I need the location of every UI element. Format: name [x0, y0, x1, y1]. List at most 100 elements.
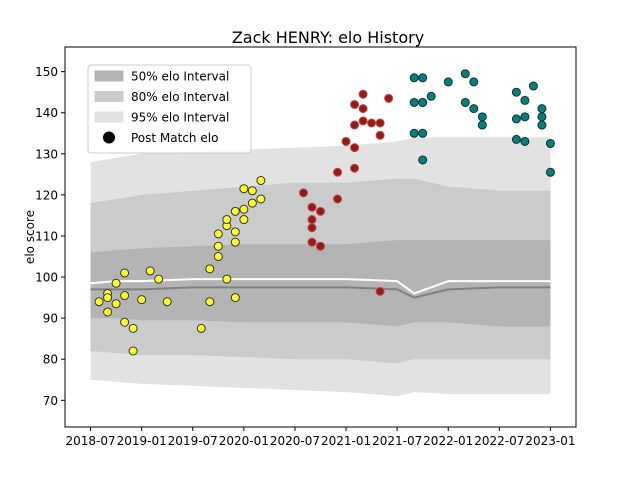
match-point — [128, 323, 138, 333]
plot-area — [90, 69, 555, 397]
y-tick-label: 70 — [43, 394, 58, 408]
x-tick-label: 2018-07 — [65, 434, 115, 448]
match-point — [307, 215, 317, 225]
x-tick-label: 2019-07 — [168, 434, 218, 448]
x-tick-label: 2020-07 — [270, 434, 320, 448]
match-point — [443, 77, 453, 87]
match-point — [511, 134, 521, 144]
match-point — [520, 136, 530, 146]
match-point — [375, 118, 385, 128]
legend-box — [87, 64, 252, 154]
match-point — [298, 188, 308, 198]
y-tick-label: 120 — [35, 188, 58, 202]
match-point — [162, 297, 172, 307]
x-tick-label: 2022-01 — [423, 434, 473, 448]
y-tick-label: 150 — [35, 65, 58, 79]
match-point — [239, 204, 249, 214]
match-point — [418, 97, 428, 107]
match-point — [477, 112, 487, 122]
match-point — [230, 293, 240, 303]
match-point — [230, 237, 240, 247]
match-point — [205, 264, 215, 274]
match-point — [520, 95, 530, 105]
match-point — [205, 297, 215, 307]
match-point — [469, 104, 479, 114]
match-point — [409, 97, 419, 107]
match-point — [213, 229, 223, 239]
match-point — [545, 167, 555, 177]
match-point — [511, 87, 521, 97]
match-point — [358, 104, 368, 114]
x-tick-label: 2022-07 — [474, 434, 524, 448]
match-point — [120, 291, 130, 301]
plot-frame — [64, 46, 577, 428]
match-point — [247, 198, 257, 208]
match-point — [469, 77, 479, 87]
y-tick-label: 110 — [35, 229, 58, 243]
legend-label: 95% elo Interval — [131, 111, 229, 125]
match-point — [247, 186, 257, 196]
match-point — [409, 73, 419, 83]
match-point — [222, 274, 232, 284]
match-point — [94, 297, 104, 307]
match-point — [333, 167, 343, 177]
match-point — [350, 143, 360, 153]
match-point — [196, 323, 206, 333]
match-point — [103, 307, 113, 317]
match-point — [137, 295, 147, 305]
match-point — [537, 112, 547, 122]
match-point — [239, 184, 249, 194]
match-point — [307, 223, 317, 233]
match-point — [307, 202, 317, 212]
match-point — [375, 286, 385, 296]
match-point — [537, 104, 547, 114]
y-tick-label: 130 — [35, 147, 58, 161]
match-point — [520, 112, 530, 122]
match-point — [222, 215, 232, 225]
y-axis-label: elo score — [23, 210, 37, 264]
y-tick-label: 80 — [43, 353, 58, 367]
match-point — [350, 163, 360, 173]
match-point — [511, 114, 521, 124]
legend-label: 80% elo Interval — [131, 90, 229, 104]
y-tick-label: 140 — [35, 106, 58, 120]
match-point — [341, 136, 351, 146]
match-point — [333, 194, 343, 204]
match-point — [426, 91, 436, 101]
legend-swatch — [94, 111, 124, 123]
x-tick-label: 2020-01 — [219, 434, 269, 448]
match-point — [111, 278, 121, 288]
match-point — [460, 97, 470, 107]
match-point — [367, 118, 377, 128]
match-point — [256, 194, 266, 204]
match-point — [154, 274, 164, 284]
legend-marker — [103, 131, 115, 144]
match-point — [358, 116, 368, 126]
match-point — [111, 299, 121, 309]
x-tick-label: 2021-01 — [321, 434, 371, 448]
match-point — [213, 241, 223, 251]
legend-swatch — [94, 70, 124, 82]
match-point — [460, 69, 470, 79]
chart-title: Zack HENRY: elo History — [232, 28, 424, 47]
match-point — [350, 120, 360, 130]
match-point — [358, 89, 368, 99]
x-tick-label: 2023-01 — [525, 434, 575, 448]
match-point — [145, 266, 155, 276]
match-point — [477, 120, 487, 130]
match-point — [418, 73, 428, 83]
match-point — [307, 237, 317, 247]
match-point — [213, 252, 223, 262]
elo-line — [90, 278, 551, 295]
match-point — [528, 81, 538, 91]
x-tick-label: 2021-07 — [372, 434, 422, 448]
match-point — [384, 93, 394, 103]
match-point — [418, 128, 428, 138]
x-tick-label: 2019-01 — [117, 434, 167, 448]
y-tick-label: 90 — [43, 312, 58, 326]
legend: 50% elo Interval 80% elo Interval 95% elo … — [87, 64, 252, 154]
legend-label: Post Match elo — [131, 131, 218, 145]
legend-swatch — [94, 91, 124, 102]
